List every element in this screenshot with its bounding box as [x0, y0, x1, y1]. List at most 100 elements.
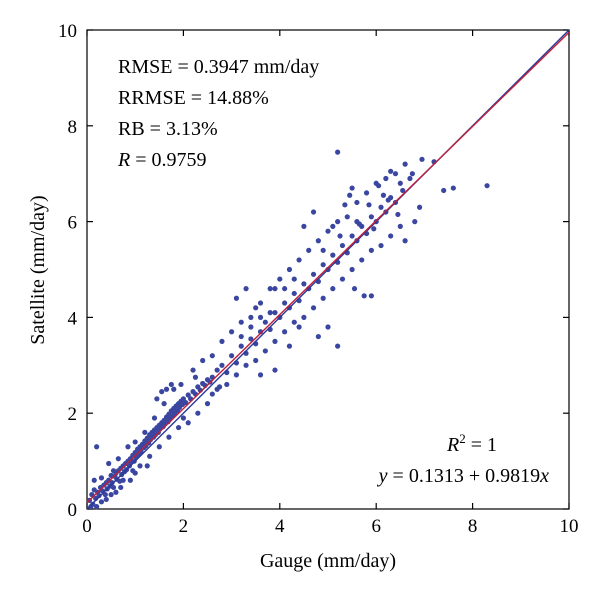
data-point [310, 305, 317, 311]
data-point [349, 266, 355, 273]
r2-superscript: 2 [459, 431, 466, 446]
data-point [106, 460, 112, 467]
data-point [94, 504, 100, 510]
data-point [361, 293, 367, 299]
data-point [359, 257, 365, 263]
data-point [337, 233, 343, 239]
data-point [282, 286, 288, 292]
data-point [253, 305, 259, 311]
data-point [183, 400, 189, 406]
data-point [347, 192, 353, 198]
plot-frame [86, 29, 570, 510]
data-point [366, 202, 372, 208]
data-point [118, 484, 124, 491]
y-tick-label: 0 [68, 500, 78, 521]
data-point [272, 286, 278, 292]
data-point [310, 209, 317, 215]
data-point [262, 348, 268, 354]
data-point [229, 329, 235, 335]
data-point [291, 290, 297, 297]
data-point [156, 444, 162, 450]
data-point [151, 415, 158, 421]
data-point [380, 192, 387, 198]
data-point [216, 384, 223, 390]
data-point [171, 386, 177, 392]
regression-equation: y = 0.1313 + 0.9819x [377, 465, 549, 487]
data-point [395, 211, 401, 218]
data-point [163, 386, 170, 392]
rb-annotation: RB = 3.13% [118, 118, 218, 140]
data-point [354, 199, 360, 206]
x-tick-label: 10 [560, 516, 579, 537]
equation-body: = 0.1313 + 0.9819 [388, 465, 541, 487]
data-point [282, 300, 288, 306]
data-point [267, 286, 273, 292]
data-point [243, 362, 249, 368]
data-point [325, 324, 331, 330]
data-point [296, 324, 302, 330]
data-point [91, 477, 97, 483]
y-tick-label: 2 [68, 404, 78, 425]
y-tick-label: 6 [68, 213, 78, 234]
r2-annotation: R2 = 1 [446, 431, 497, 456]
r-value: = 0.9759 [130, 149, 206, 171]
data-point [315, 238, 321, 244]
data-point [110, 468, 117, 474]
x-axis-title: Gauge (mm/day) [260, 550, 396, 572]
data-point [98, 475, 105, 481]
data-point [368, 293, 374, 299]
data-point [441, 187, 447, 194]
data-point [368, 247, 374, 253]
data-point [147, 453, 153, 459]
rmse-annotation: RMSE = 0.3947 mm/day [118, 56, 319, 78]
x-tick-label: 4 [275, 516, 285, 537]
data-point [248, 336, 254, 342]
r-symbol: R [117, 149, 130, 171]
data-point [103, 496, 109, 503]
data-point [400, 187, 406, 194]
data-point [195, 410, 201, 416]
data-point [209, 353, 215, 359]
data-point [190, 367, 196, 373]
data-point [349, 185, 355, 191]
data-point [450, 185, 456, 191]
data-point [335, 149, 341, 155]
data-point [301, 223, 307, 229]
data-point [130, 468, 136, 474]
data-point [166, 434, 172, 440]
data-point [325, 228, 331, 234]
data-point [301, 281, 307, 287]
data-point [363, 190, 370, 196]
rrmse-annotation: RRMSE = 14.88% [118, 87, 269, 109]
data-point [344, 214, 350, 220]
data-point [335, 343, 341, 349]
data-point [96, 492, 102, 499]
data-point [192, 374, 199, 380]
data-point [115, 456, 121, 462]
data-point [407, 175, 413, 182]
equation-x: x [539, 465, 549, 487]
data-point [267, 310, 273, 316]
x-tick-label: 6 [371, 516, 381, 537]
data-point [339, 242, 346, 249]
data-point [388, 168, 394, 174]
data-point [142, 429, 148, 435]
x-tick-labels: 0 2 4 6 8 10 [82, 516, 578, 537]
data-point [138, 448, 144, 455]
data-point [144, 463, 150, 469]
data-point [108, 492, 114, 498]
data-point [296, 257, 302, 263]
data-points [86, 149, 490, 510]
data-point [137, 463, 143, 469]
data-point [98, 499, 105, 505]
data-point [484, 183, 490, 189]
data-point [159, 389, 165, 395]
data-point [185, 420, 191, 426]
data-point [200, 357, 206, 364]
data-point [320, 247, 326, 253]
data-point [385, 197, 391, 203]
data-point [383, 175, 389, 182]
r2-value: = 1 [466, 434, 497, 456]
data-point [286, 266, 293, 273]
